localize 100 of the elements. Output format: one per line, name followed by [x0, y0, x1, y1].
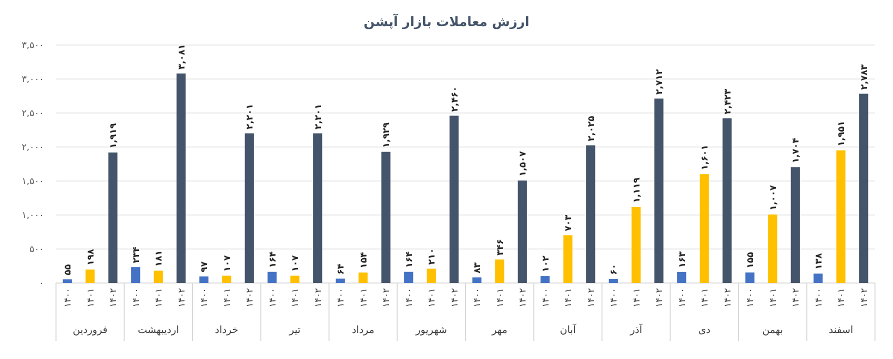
x-tick-label: دی	[698, 325, 711, 336]
bar	[608, 278, 618, 283]
text: ۱۴۰۰	[64, 288, 74, 308]
x-tick-label: شهریور	[414, 325, 448, 336]
bar	[176, 73, 186, 283]
text: ۱۴۰۲	[860, 288, 870, 308]
chart-title: ارزش معاملات بازار آپشن	[364, 13, 530, 30]
data-label: ۱۶۴	[404, 250, 415, 268]
data-label: ۶۴	[336, 263, 347, 275]
bar	[381, 152, 390, 283]
bar	[313, 133, 322, 283]
bar	[450, 116, 459, 283]
bar	[540, 276, 550, 283]
data-label: ۲۱۰	[428, 248, 438, 265]
data-label: ۱۰۲	[541, 255, 552, 272]
bar	[268, 272, 277, 283]
y-tick-label: ۳,۰۰۰	[22, 75, 44, 86]
data-label: ۲,۴۲۳	[723, 88, 734, 114]
text: ۱۴۰۲	[382, 288, 392, 308]
text: ۱۴۰۱	[359, 288, 370, 308]
data-label: ۹۷	[200, 260, 210, 272]
text: ۱۴۰۲	[450, 288, 460, 308]
x-tick-label: اردیبهشت	[138, 325, 179, 336]
text: ۱۴۰۲	[723, 288, 734, 308]
text: ۱۴۰۱	[700, 288, 711, 308]
y-tick-label: ۱,۵۰۰	[22, 177, 44, 188]
text: ۱۴۰۱	[564, 288, 574, 308]
bar	[131, 267, 140, 283]
x-tick-label: مهر	[490, 325, 508, 336]
bar	[632, 206, 641, 283]
text: ۱۴۰۲	[518, 288, 529, 308]
data-label: ۲,۷۱۲	[655, 68, 666, 95]
y-tick-label: ۵۰۰	[29, 245, 44, 256]
text: ۱۴۰۱	[154, 288, 165, 308]
data-label: ۵۵	[64, 264, 74, 276]
data-label: ۱,۵۰۷	[518, 150, 529, 177]
text: ۱۴۰۲	[655, 288, 666, 308]
text: ۱۴۰۰	[336, 288, 347, 308]
data-label: ۱۶۴	[268, 250, 278, 268]
x-tick-label: آذر	[629, 323, 644, 336]
data-label: ۱,۹۱۹	[109, 122, 120, 149]
text: ۱۴۰۲	[792, 288, 802, 308]
x-tick-label: بهمن	[762, 325, 784, 336]
text: ۱۴۰۲	[586, 288, 597, 308]
text: ۱۴۰۰	[678, 288, 688, 308]
bar	[62, 279, 72, 283]
text: ۱۴۰۱	[222, 288, 233, 308]
text: ۱۴۰۰	[132, 288, 142, 308]
text: ۱۴۰۱	[291, 288, 302, 308]
text: ۱۴۰۱	[496, 288, 506, 308]
text: ۱۴۰۱	[768, 288, 779, 308]
data-label: ۲,۲۰۱	[314, 104, 324, 130]
data-label: ۳۴۶	[496, 238, 506, 256]
data-label: ۶۰	[610, 264, 620, 275]
bar	[677, 272, 686, 283]
bar	[336, 278, 345, 283]
bar	[290, 276, 300, 283]
bar	[86, 270, 95, 283]
y-tick-label: ۱,۰۰۰	[22, 211, 44, 222]
text: ۱۴۰۰	[268, 288, 278, 308]
y-tick-label: ۳,۵۰۰	[22, 41, 44, 52]
bar	[222, 276, 232, 283]
data-label: ۱,۰۰۷	[768, 184, 779, 211]
data-label: ۲,۷۸۳	[860, 64, 870, 90]
bar	[700, 174, 709, 283]
bar	[859, 94, 868, 283]
data-label: ۷۰۳	[564, 214, 574, 232]
bar	[426, 268, 436, 283]
bar	[518, 180, 527, 283]
text: ۱۴۰۲	[177, 288, 188, 308]
data-label: ۱,۹۲۹	[382, 122, 392, 148]
bar	[722, 118, 732, 283]
x-tick-label: آبان	[560, 323, 578, 336]
bar	[814, 274, 823, 283]
data-label: ۱۶۳	[678, 250, 688, 268]
text: ۱۴۰۱	[428, 288, 438, 308]
bar	[790, 167, 800, 283]
bar	[472, 277, 482, 283]
data-label: ۱۳۸	[814, 252, 824, 270]
text: ۱۴۰۲	[314, 288, 324, 308]
y-tick-label: ۲,۰۰۰	[22, 143, 44, 154]
data-label: ۱,۱۱۹	[632, 177, 642, 203]
data-label: ۱۰۷	[222, 254, 233, 272]
bar	[586, 145, 596, 283]
y-tick-label: ۲,۵۰۰	[22, 109, 44, 120]
bar	[745, 272, 754, 283]
bar	[563, 235, 572, 283]
data-label: ۸۳	[473, 262, 484, 274]
bar	[495, 259, 504, 283]
text: ۱۴۰۰	[610, 288, 620, 308]
text: ۱۴۰۰	[541, 288, 552, 308]
data-label: ۱۹۸	[86, 248, 96, 266]
bar	[244, 133, 254, 283]
text: ۱۴۰۰	[473, 288, 484, 308]
data-label: ۱۵۵	[746, 251, 756, 268]
data-label: ۱۰۷	[291, 254, 302, 272]
x-tick-label: خرداد	[214, 325, 238, 336]
bar	[108, 152, 118, 283]
data-label: ۳,۰۸۱	[177, 44, 188, 70]
data-label: ۱۵۴	[359, 252, 370, 269]
